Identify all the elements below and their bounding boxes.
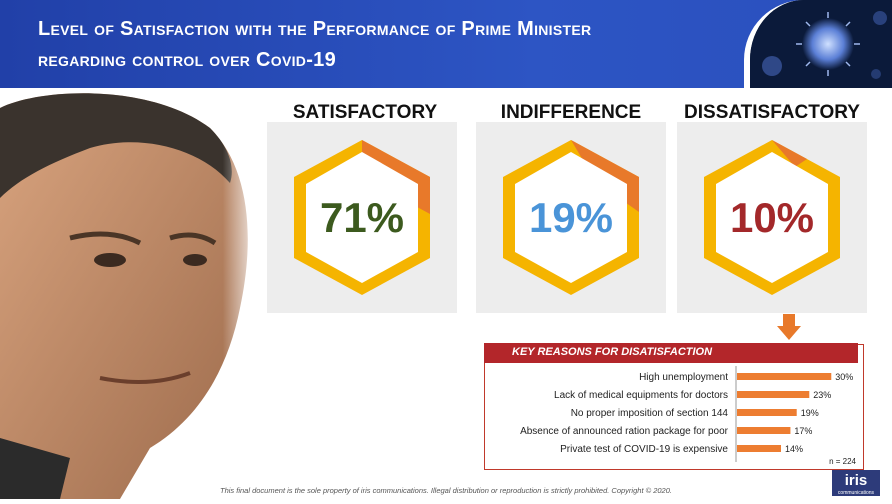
dissatisfactory-heading: DISSATISFACTORY (684, 102, 860, 123)
virus-image (744, 0, 892, 88)
header-banner: Level of Satisfaction with the Performan… (0, 0, 892, 88)
reasons-bar-chart: High unemployment 30% Lack of medical equi… (520, 366, 857, 466)
value-label: 30% (835, 372, 853, 382)
footer-disclaimer: This final document is the sole property… (220, 486, 672, 495)
value-label: 23% (813, 390, 831, 400)
bar (737, 427, 791, 434)
logo-text: iris (844, 472, 868, 489)
category-label: Absence of announced ration package for … (520, 426, 729, 437)
indifference-card: 19% (476, 122, 666, 313)
arrow-down-icon (777, 314, 801, 340)
category-label: Private test of COVID-19 is expensive (560, 444, 728, 455)
bar (737, 409, 797, 416)
dissatisfactory-value: 10% (729, 194, 815, 241)
indifference-value: 19% (528, 194, 614, 241)
sample-size-note: n = 224 (829, 457, 856, 466)
value-label: 19% (801, 408, 819, 418)
category-label: No proper imposition of section 144 (571, 408, 729, 419)
indifference-heading: INDIFFERENCE (500, 102, 642, 123)
value-label: 17% (794, 426, 812, 436)
bar (737, 391, 810, 398)
category-label: Lack of medical equipments for doctors (554, 390, 728, 401)
title-line-1: Level of Satisfaction with the Performan… (38, 18, 592, 40)
logo-subtext: communications (837, 490, 875, 496)
iris-logo: iris communications (832, 470, 880, 496)
chart-title: KEY REASONS FOR DISATISFACTION (512, 346, 713, 358)
page-title: Level of Satisfaction with the Performan… (38, 14, 591, 76)
dissatisfactory-card: 10% (677, 122, 867, 313)
bar (737, 373, 832, 380)
reasons-panel (484, 344, 864, 470)
title-line-2: regarding control over Covid-19 (38, 49, 336, 71)
reasons-header: KEY REASONS FOR DISATISFACTION (484, 343, 858, 363)
prime-minister-portrait (0, 88, 262, 499)
value-label: 14% (785, 444, 803, 454)
satisfactory-card: 71% (267, 122, 457, 313)
bar (737, 445, 781, 452)
satisfactory-value: 71% (319, 194, 405, 241)
satisfactory-heading: SATISFACTORY (292, 102, 438, 123)
category-label: High unemployment (639, 372, 728, 383)
